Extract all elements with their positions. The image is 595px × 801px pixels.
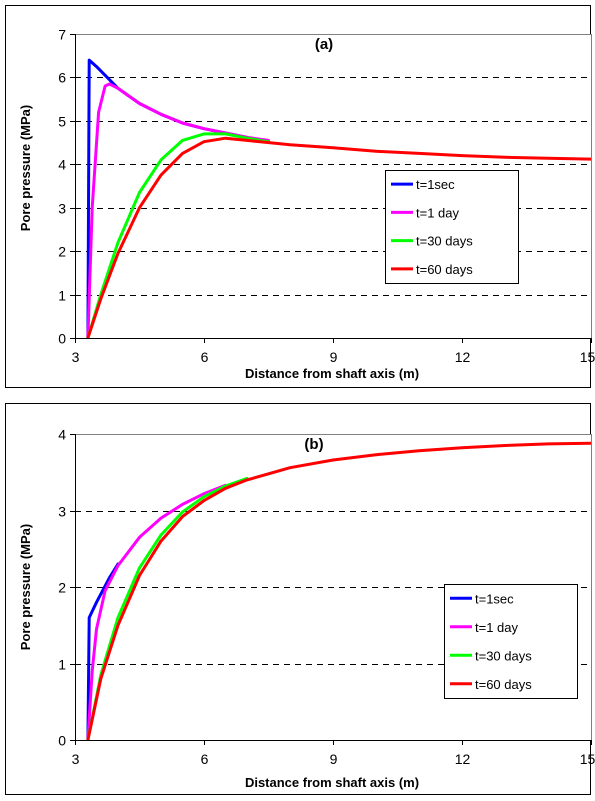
legend-label-a-3: t=60 days — [416, 262, 473, 277]
x-tick-label-b-1: 6 — [201, 751, 209, 767]
x-axis-title-a: Distance from shaft axis (m) — [245, 366, 419, 381]
series-line-a-2 — [86, 132, 270, 338]
panel-title-b: (b) — [304, 436, 323, 453]
y-axis-title-b: Pore pressure (MPa) — [18, 524, 33, 650]
x-tick-label-a-4: 15 — [580, 349, 595, 365]
legend-box-a — [385, 170, 519, 284]
x-tick-label-a-0: 3 — [72, 349, 80, 365]
legend-label-b-2: t=30 days — [475, 648, 532, 663]
x-tick-label-b-2: 9 — [330, 751, 338, 767]
y-tick-label-a-0: 0 — [58, 331, 66, 347]
y-tick-label-b-1: 1 — [58, 657, 66, 673]
legend-label-b-1: t=1 day — [475, 620, 519, 635]
y-tick-label-a-1: 1 — [58, 288, 66, 304]
y-axis-title-a: Pore pressure (MPa) — [18, 105, 33, 231]
legend-label-a-0: t=1sec — [416, 177, 455, 192]
y-tick-label-a-7: 7 — [58, 27, 66, 43]
series-line-b-2 — [86, 476, 249, 740]
legend-label-b-0: t=1sec — [475, 591, 514, 606]
y-tick-label-a-4: 4 — [58, 157, 66, 173]
y-tick-label-b-4: 4 — [58, 427, 66, 443]
x-tick-label-a-2: 9 — [330, 349, 338, 365]
x-tick-label-b-4: 15 — [580, 751, 595, 767]
series-line-b-1 — [86, 483, 227, 740]
series-line-a-3 — [86, 136, 591, 338]
y-tick-label-a-3: 3 — [58, 201, 66, 217]
y-tick-label-b-2: 2 — [58, 580, 66, 596]
y-tick-label-a-5: 5 — [58, 114, 66, 130]
legend-label-b-3: t=60 days — [475, 677, 532, 692]
x-tick-label-a-3: 12 — [455, 349, 471, 365]
series-group-b — [86, 441, 591, 740]
series-group-a — [86, 58, 591, 338]
legend-label-a-1: t=1 day — [416, 205, 460, 220]
y-tick-label-a-2: 2 — [58, 244, 66, 260]
y-tick-label-a-6: 6 — [58, 70, 66, 86]
legend-label-a-2: t=30 days — [416, 234, 473, 249]
legend-box-b — [444, 584, 578, 699]
series-line-b-3 — [86, 441, 591, 740]
x-tick-label-a-1: 6 — [201, 349, 209, 365]
x-axis-title-b: Distance from shaft axis (m) — [245, 775, 419, 790]
series-line-b-0 — [86, 562, 120, 740]
panel-title-a: (a) — [315, 36, 333, 53]
x-tick-label-b-0: 3 — [72, 751, 80, 767]
x-tick-label-b-3: 12 — [455, 751, 471, 767]
y-tick-label-b-3: 3 — [58, 504, 66, 520]
y-tick-label-b-0: 0 — [58, 733, 66, 749]
